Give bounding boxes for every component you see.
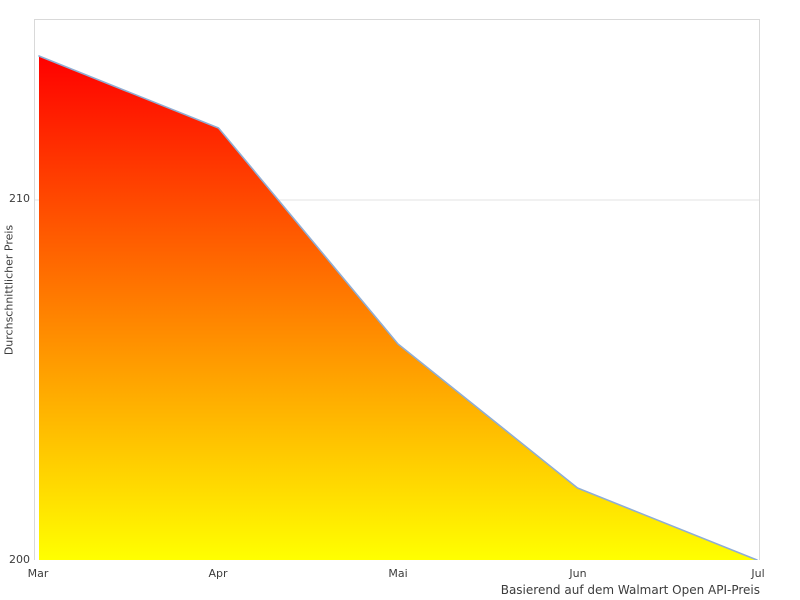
price-line — [38, 55, 758, 560]
area-shape — [38, 56, 758, 560]
y-tick-label: 210 — [9, 192, 30, 206]
plot-area — [34, 19, 760, 560]
x-tick-label: Jun — [569, 567, 587, 580]
y-tick-label: 200 — [9, 553, 30, 566]
x-tick-label: Mar — [27, 567, 49, 580]
y-axis-title: Durchschnittlicher Preis — [2, 224, 16, 356]
x-tick-label: Apr — [208, 567, 228, 580]
x-tick-label: Jul — [751, 567, 765, 580]
x-tick-label: Mai — [388, 567, 408, 580]
chart-caption: Basierend auf dem Walmart Open API-Preis — [500, 583, 760, 597]
area-chart-svg — [35, 55, 759, 560]
